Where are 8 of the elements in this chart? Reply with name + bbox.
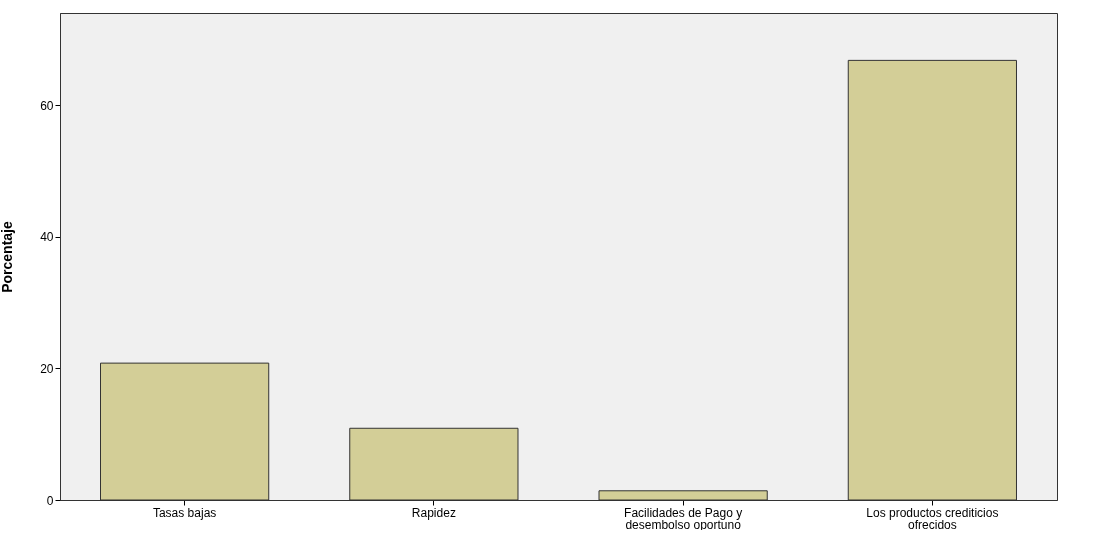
x-tick-label: Rapidez [411,505,456,520]
x-tick-label: Tasas bajas [152,505,217,520]
y-tick-label: 40 [40,230,54,245]
x-tick-label: Los productos crediticios ofrecidos [866,505,999,532]
y-tick-label: 20 [40,361,54,376]
y-tick-label: 60 [40,98,54,113]
y-tick-label: 0 [46,493,54,508]
y-axis-title: Porcentaje [0,221,16,293]
